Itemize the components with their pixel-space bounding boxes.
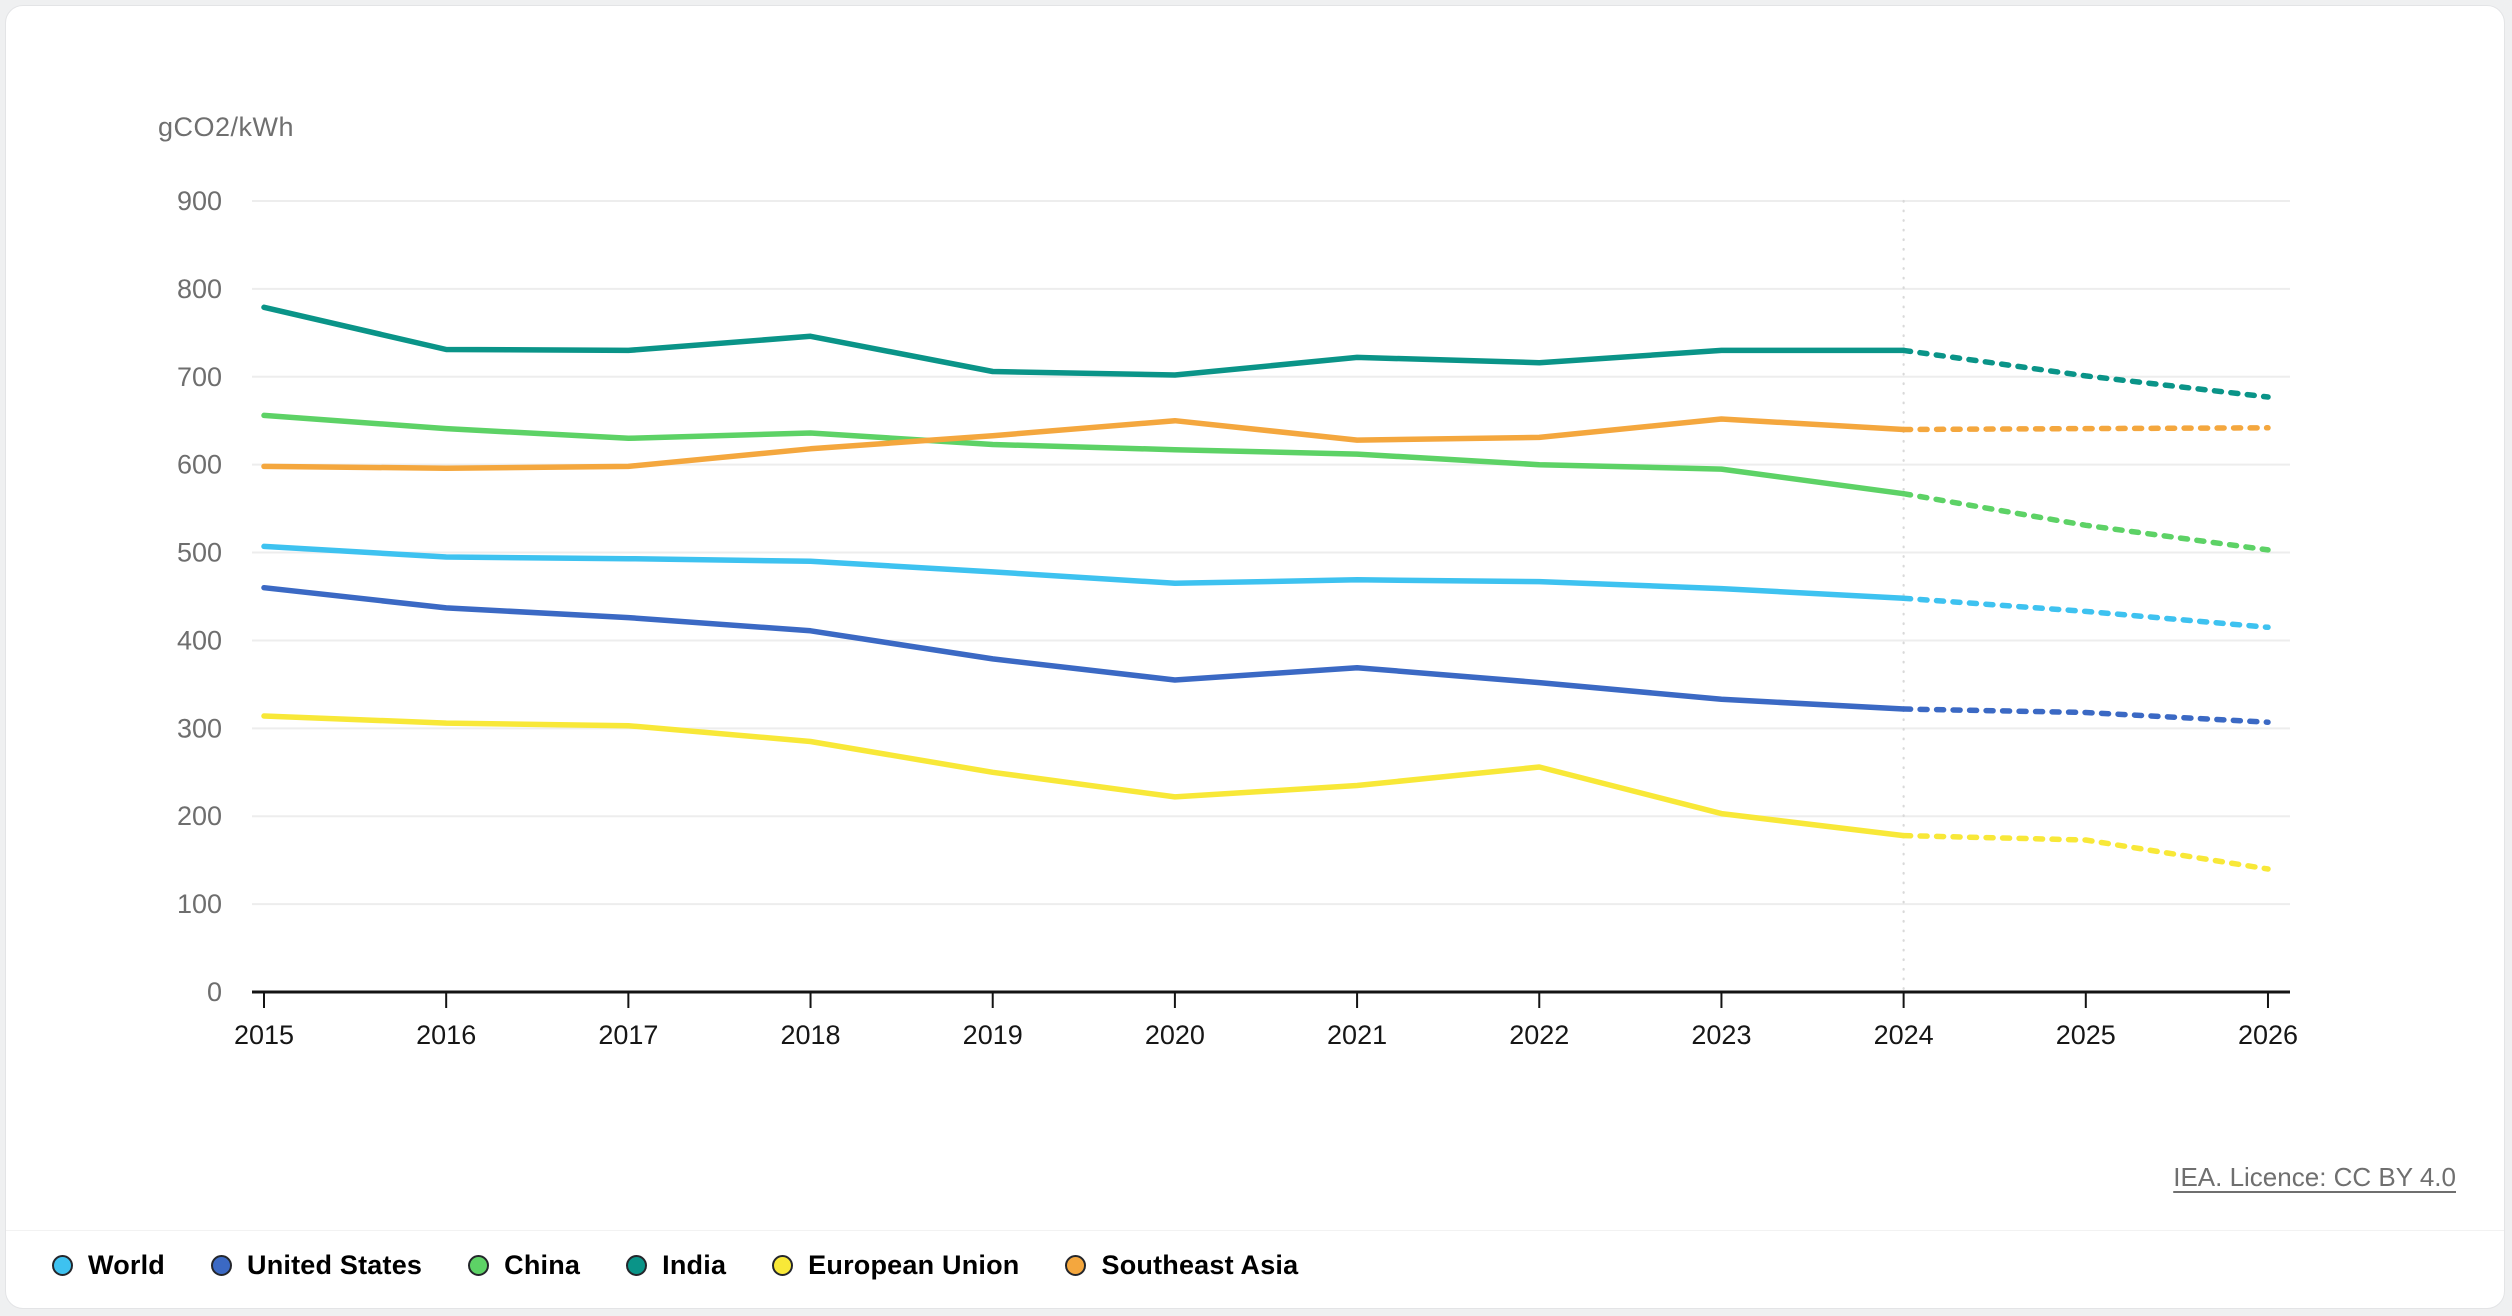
legend-label-india: India — [662, 1250, 727, 1280]
x-tick-label-2023: 2023 — [1691, 1020, 1751, 1050]
x-tick-label-2022: 2022 — [1509, 1020, 1569, 1050]
legend-item-european-union[interactable]: European Union — [772, 1250, 1019, 1281]
legend-dot-european-union — [772, 1255, 794, 1276]
series-line-southeast-asia — [261, 416, 1907, 471]
x-tick-label-2020: 2020 — [1145, 1020, 1205, 1050]
series-line-world — [261, 543, 1907, 602]
legend-item-china[interactable]: China — [468, 1250, 580, 1281]
series-forecast-line-world — [1900, 595, 2271, 631]
y-tick-label-800: 800 — [177, 274, 222, 304]
y-tick-label-600: 600 — [177, 450, 222, 480]
legend-dot-world — [52, 1255, 73, 1276]
y-tick-label-700: 700 — [177, 362, 222, 392]
series-forecast-line-china — [1900, 490, 2271, 553]
iea-licence-link[interactable]: IEA. Licence: CC BY 4.0 — [2173, 1162, 2456, 1192]
y-tick-label-0: 0 — [207, 977, 222, 1007]
x-tick-label-2017: 2017 — [598, 1020, 658, 1050]
x-tick-label-2016: 2016 — [416, 1020, 476, 1050]
legend-label-united-states: United States — [247, 1250, 423, 1280]
y-tick-label-300: 300 — [177, 713, 222, 743]
y-tick-label-100: 100 — [177, 889, 222, 919]
y-tick-label-400: 400 — [177, 625, 222, 655]
x-tick-label-2015: 2015 — [234, 1020, 294, 1050]
x-tick-label-2019: 2019 — [963, 1020, 1023, 1050]
series-line-china — [261, 412, 1907, 497]
legend-divider — [6, 1230, 2504, 1231]
series-line-india — [261, 304, 1907, 378]
series-forecast-line-european-union — [1900, 832, 2271, 872]
series-line-united-states — [261, 584, 1907, 712]
legend-label-southeast-asia: Southeast Asia — [1101, 1250, 1299, 1280]
y-tick-label-500: 500 — [177, 538, 222, 568]
series-forecast-line-india — [1900, 347, 2271, 400]
legend-dot-china — [468, 1255, 490, 1276]
legend-dot-southeast-asia — [1065, 1255, 1087, 1276]
legend-label-european-union: European Union — [808, 1250, 1020, 1280]
x-tick-label-2024: 2024 — [1874, 1020, 1934, 1050]
x-tick-label-2021: 2021 — [1327, 1020, 1387, 1050]
series-forecast-line-united-states — [1900, 706, 2271, 725]
legend-dot-united-states — [211, 1255, 232, 1276]
legend-label-china: China — [504, 1250, 581, 1280]
y-axis-unit-label: gCO2/kWh — [158, 112, 295, 142]
legend-label-world: World — [88, 1250, 165, 1280]
attribution-row: IEA. Licence: CC BY 4.0 — [2173, 1162, 2456, 1193]
legend: World United States China India European Uni… — [52, 1250, 1298, 1281]
series-forecast-line-southeast-asia — [1900, 425, 2271, 433]
y-tick-label-200: 200 — [177, 801, 222, 831]
x-tick-label-2018: 2018 — [781, 1020, 841, 1050]
legend-item-india[interactable]: India — [626, 1250, 726, 1281]
chart-card: gCO2/kWh 0 100 200 300 400 500 600 700 800 900 201… — [5, 5, 2505, 1309]
y-tick-label-900: 900 — [177, 186, 222, 216]
legend-item-world[interactable]: World — [52, 1250, 165, 1281]
legend-dot-india — [626, 1255, 648, 1276]
x-tick-label-2026: 2026 — [2238, 1020, 2298, 1050]
legend-item-southeast-asia[interactable]: Southeast Asia — [1065, 1250, 1298, 1281]
line-chart: 0 100 200 300 400 500 600 700 800 900 2015 2016 2017… — [177, 186, 2298, 1050]
legend-item-united-states[interactable]: United States — [211, 1250, 422, 1281]
series-line-european-union — [261, 713, 1907, 839]
x-tick-label-2025: 2025 — [2056, 1020, 2116, 1050]
